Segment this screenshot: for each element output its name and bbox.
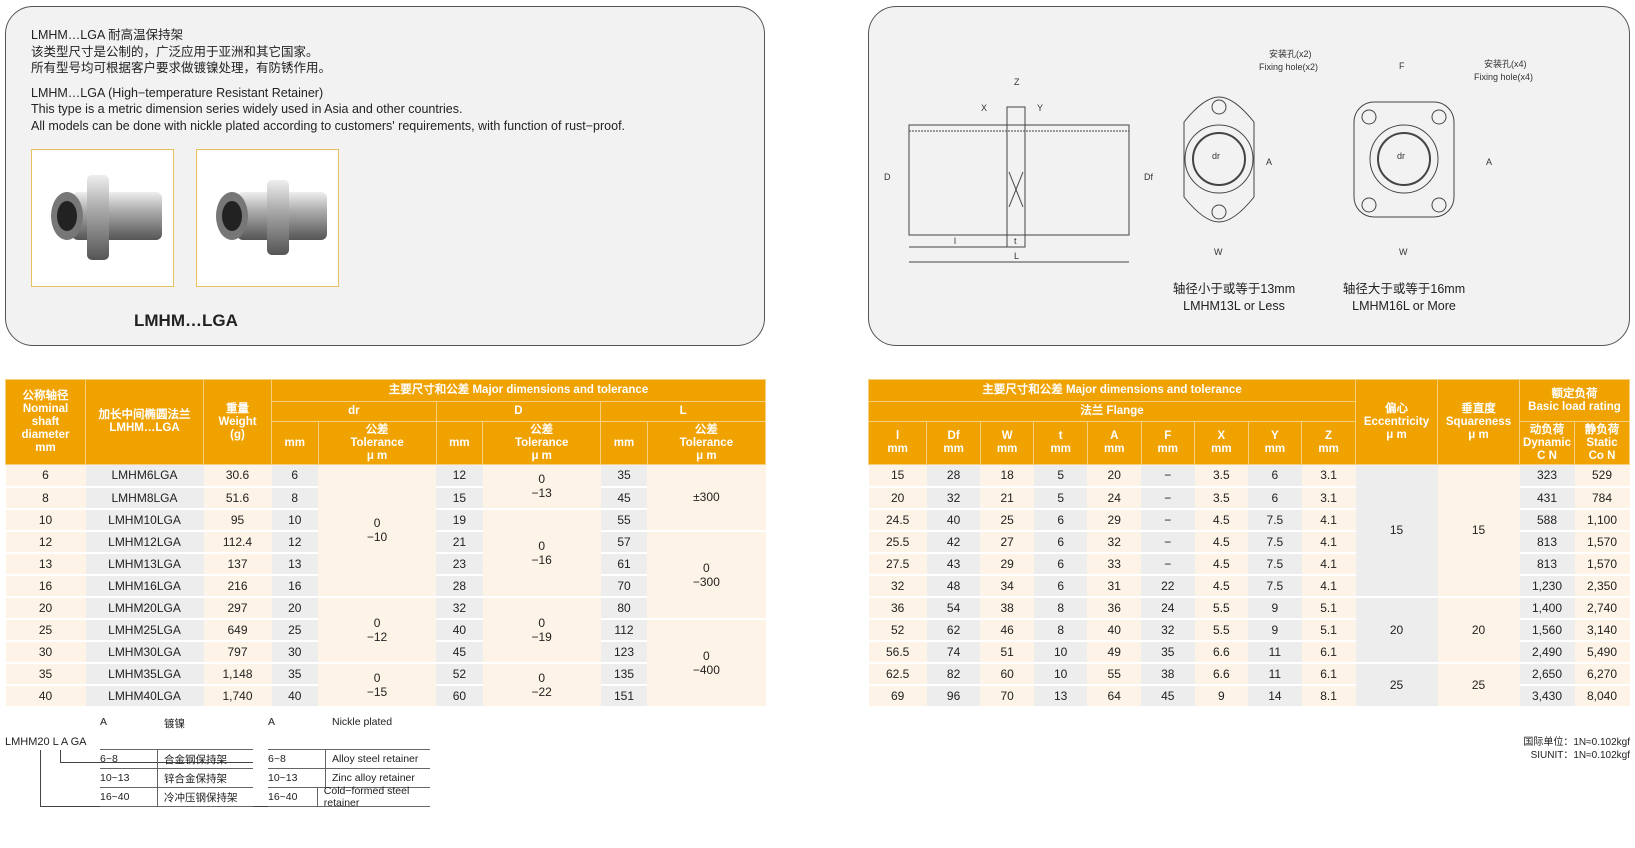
- table-row: 24.5 40 25 6 29−4.5 7.5 4.1 588 1,100: [868, 508, 1630, 532]
- legend-row: 10~13 Zinc alloy retainer: [268, 769, 430, 788]
- caption-large: 轴径大于或等于16mm LMHM16L or More: [1342, 282, 1466, 313]
- eccentricity: 15: [1355, 464, 1438, 598]
- table-row: 8 LMHM8LGA 51.6 8 15 45: [5, 486, 766, 510]
- code-legend-cn: A 镀镍 6~8 合金钢保持架 10~13 锌合金保持架 16~40 冷冲压钢保持架: [100, 716, 253, 807]
- L-tolerance: 0 −400: [647, 618, 766, 708]
- cn-title: LMHM…LGA 耐高温保持架: [31, 28, 184, 42]
- table-row: 27.5 43 29 6 33−4.5 7.5 4.1 813 1,570: [868, 552, 1630, 576]
- table-row: 15 28 18 5 20−3.5 6 3.1 15 15 323 529: [868, 464, 1630, 598]
- en-line: All models can be done with nickle plate…: [31, 118, 626, 133]
- cn-line: 所有型号均可根据客户要求做镀镍处理，有防锈作用。: [31, 61, 332, 75]
- dim-dr: dr: [1212, 151, 1220, 161]
- model-code-example: LMHM20 L A GA: [5, 736, 87, 748]
- table-row: 40 LMHM40LGA 1,740 40 60 151: [5, 684, 766, 708]
- intro-panel: LMHM…LGA 耐高温保持架 该类型尺寸是公制的，广泛应用于亚洲和其它国家。 …: [5, 6, 765, 346]
- squareness: 15: [1437, 464, 1520, 598]
- dim-Df: Df: [1144, 172, 1153, 182]
- D-tolerance: 0 −22: [482, 662, 601, 708]
- legend-row: A 镀镍: [100, 716, 253, 750]
- drawing-panel: D Df Z X Y l t L dr A W 安装孔(x2) Fixing h…: [868, 6, 1630, 346]
- table-row: 20 LMHM20LGA 297 20 0 −12 32 0 −19 80: [5, 596, 766, 664]
- intro-text: LMHM…LGA 耐高温保持架 该类型尺寸是公制的，广泛应用于亚洲和其它国家。 …: [31, 27, 625, 134]
- legend-row: 10~13 锌合金保持架: [100, 769, 253, 788]
- table-row: 69 96 70 13 64 45 9 14 8.1 3,430 8,040: [868, 684, 1630, 708]
- dr-tolerance: 0 −15: [318, 662, 437, 708]
- L-tolerance: 0 −300: [647, 530, 766, 620]
- dimension-table-left: 公称轴径 Nominal shaft diameter mm 加长中间椭圆法兰 LMHM…L…: [5, 379, 767, 708]
- product-label: LMHM…LGA: [134, 311, 238, 330]
- legend-row: 6~8 Alloy steel retainer: [268, 750, 430, 769]
- table-row: 36 54 38 8 36 24 5.5 9 5.1 20 20 1,400 2,740: [868, 596, 1630, 664]
- product-photo: [196, 149, 339, 287]
- dim-A: A: [1266, 157, 1272, 167]
- dr-tolerance: 0 −10: [318, 464, 437, 598]
- table-row: 16 LMHM16LGA 216 16 28 70: [5, 574, 766, 598]
- table-row: 13 LMHM13LGA 137 13 23 61: [5, 552, 766, 576]
- cn-line: 该类型尺寸是公制的，广泛应用于亚洲和其它国家。: [31, 44, 319, 59]
- legend-row: 16~40 冷冲压钢保持架: [100, 788, 253, 807]
- eccentricity: 25: [1355, 662, 1438, 708]
- dim-dr: dr: [1397, 151, 1405, 161]
- legend-row: 6~8 合金钢保持架: [100, 750, 253, 769]
- table-row: 32 48 34 6 31 22 4.5 7.5 4.1 1,230 2,350: [868, 574, 1630, 598]
- D-tolerance: 0 −13: [482, 464, 601, 510]
- technical-drawing: D Df Z X Y l t L dr A W 安装孔(x2) Fixing h…: [884, 48, 1533, 263]
- L-tolerance: ±300: [647, 464, 766, 532]
- unit-note: 国际单位：1N≈0.102kgf SIUNIT：1N≈0.102kgf: [1523, 737, 1630, 761]
- table-row: 52 62 46 8 40 32 5.5 9 5.1 1,560 3,140: [868, 618, 1630, 642]
- dr-tolerance: 0 −12: [318, 596, 437, 664]
- legend-row: A Nickle plated: [268, 716, 430, 750]
- D-tolerance: 0 −16: [482, 508, 601, 598]
- squareness: 20: [1437, 596, 1520, 664]
- legend-row: 16~40 Cold−formed steel retainer: [268, 785, 430, 809]
- dim-D: D: [884, 172, 891, 182]
- dimension-table-right: 主要尺寸和公差 Major dimensions and tolerance 偏心…: [867, 379, 1630, 708]
- table-row: 62.5 82 60 10 55 38 6.6 11 6.1 25 25 2,650 6,270: [868, 662, 1630, 708]
- en-line: This type is a metric dimension series w…: [31, 102, 463, 116]
- eccentricity: 20: [1355, 596, 1438, 664]
- table-row: 25 LMHM25LGA 649 25 40 112 0 −400: [5, 618, 766, 708]
- dim-l: l: [954, 236, 956, 246]
- table-row: 35 LMHM35LGA 1,148 35 0 −15 52 0 −22 135: [5, 662, 766, 708]
- dim-A: A: [1486, 157, 1492, 167]
- dim-W: W: [1214, 247, 1223, 257]
- fixing-hole-label: Fixing hole(x2): [1259, 62, 1318, 72]
- table-row: 30 LMHM30LGA 797 30 45 123: [5, 640, 766, 664]
- code-legend-en: A Nickle plated 6~8 Alloy steel retainer 10~…: [268, 716, 430, 809]
- table-row: 25.5 42 27 6 32−4.5 7.5 4.1 813 1,570: [868, 530, 1630, 554]
- fixing-hole-label: Fixing hole(x4): [1474, 72, 1533, 82]
- dim-t: t: [1014, 236, 1017, 246]
- table-row: 6 LMHM6LGA 30.6 6 0 −10 12 0 −13 35 ±300: [5, 464, 766, 598]
- en-title: LMHM…LGA (High−temperature Resistant Ret…: [31, 85, 324, 100]
- fixing-hole-label: 安装孔(x2): [1269, 48, 1312, 59]
- fixing-hole-label: 安装孔(x4): [1484, 58, 1527, 69]
- dim-Z: Z: [1014, 77, 1020, 87]
- table-row: 12 LMHM12LGA 112.4 12 21 57 0 −300: [5, 530, 766, 620]
- dim-X: X: [981, 103, 987, 113]
- table-row: 20 32 21 5 24−3.5 6 3.1 431 784: [868, 486, 1630, 510]
- table-row: 56.5 74 51 10 49 35 6.6 11 6.1 2,490 5,490: [868, 640, 1630, 664]
- table-row: 10 LMHM10LGA 95 10 19 0 −16 55: [5, 508, 766, 598]
- dim-L: L: [1014, 251, 1019, 261]
- caption-small: 轴径小于或等于13mm LMHM13L or Less: [1172, 282, 1296, 313]
- D-tolerance: 0 −19: [482, 596, 601, 664]
- squareness: 25: [1437, 662, 1520, 708]
- dim-F: F: [1399, 61, 1405, 71]
- dim-W: W: [1399, 247, 1408, 257]
- dim-Y: Y: [1037, 103, 1043, 113]
- product-photo: [31, 149, 174, 287]
